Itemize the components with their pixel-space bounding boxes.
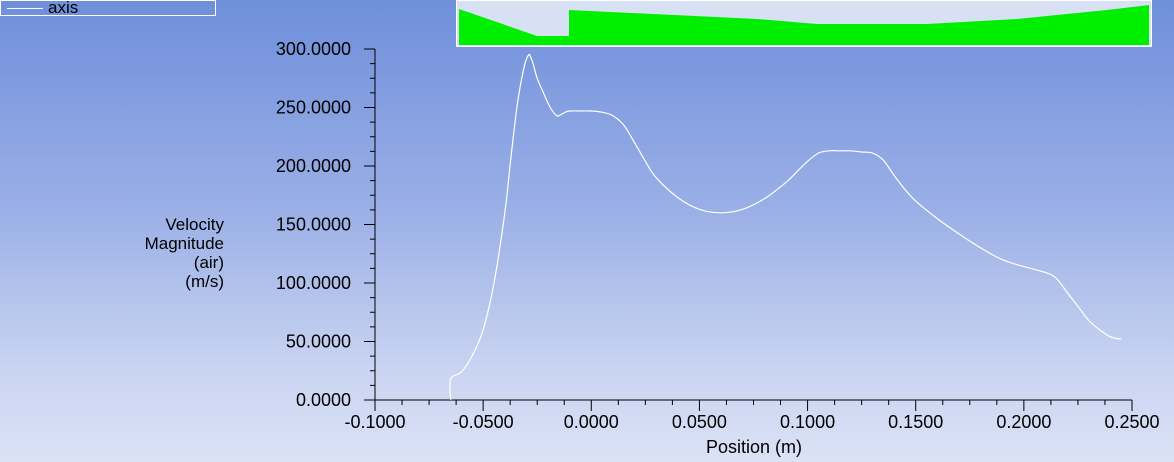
legend-label-axis: axis [48,0,79,17]
geometry-preview-shape [459,5,1149,45]
x-tick-label: -0.1000 [344,412,405,432]
y-axis-label-line: Velocity [165,215,224,234]
x-tick-label: 0.1500 [888,412,943,432]
chart-axes: 0.0000 50.0000 100.0000 150.0000 200.0000 250… [276,39,1160,432]
y-tick-label: 200.0000 [276,156,351,176]
y-tick-label: 100.0000 [276,273,351,293]
legend-swatch-axis [7,8,43,9]
x-tick-label: -0.0500 [453,412,514,432]
series-line-axis [449,53,1122,401]
y-tick-label: 50.0000 [286,332,351,352]
legend: axis [0,0,216,17]
geometry-preview [456,0,1152,47]
x-tick-label: 0.2000 [996,412,1051,432]
y-tick-label: 300.0000 [276,39,351,59]
y-tick-label: 150.0000 [276,215,351,235]
x-tick-label: 0.0500 [672,412,727,432]
y-axis-label-line: (m/s) [185,272,224,291]
x-axis-label: Position (m) [705,437,803,457]
nozzle-geometry [459,5,1149,45]
x-tick-label: 0.2500 [1104,412,1159,432]
y-axis-label-line: Magnitude [144,234,224,253]
y-tick-label: 0.0000 [296,390,351,410]
x-tick-label: 0.0000 [564,412,619,432]
y-tick-label: 250.0000 [276,98,351,118]
y-axis-label: Velocity Magnitude (air) (m/s) [100,215,224,291]
y-axis-label-line: (air) [193,253,224,272]
x-tick-label: 0.1000 [780,412,835,432]
series-layer [449,53,1122,401]
